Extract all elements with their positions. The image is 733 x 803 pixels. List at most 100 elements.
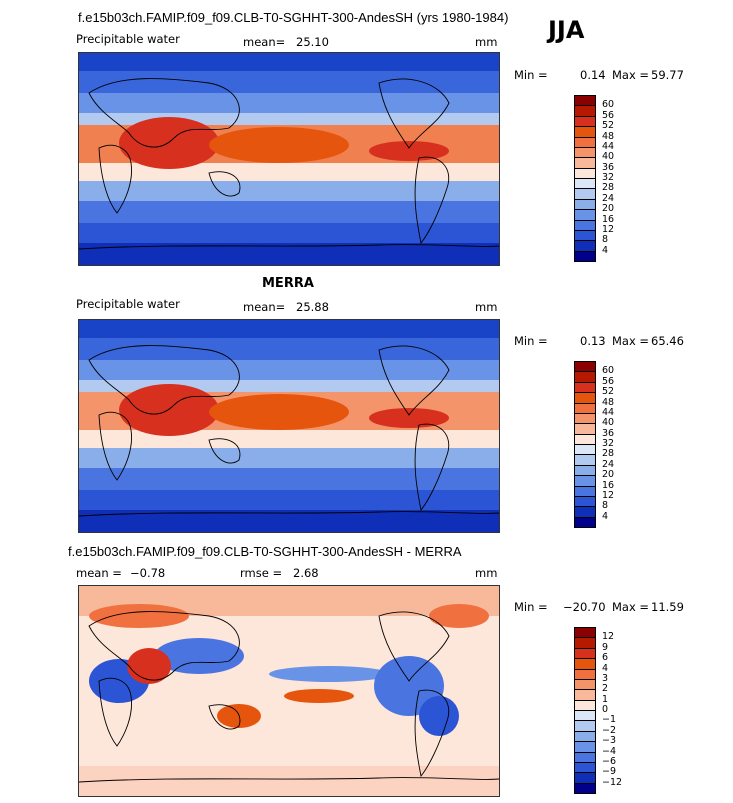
field-band <box>79 338 499 360</box>
panel3-colorbar-tick-label: −9 <box>602 766 617 778</box>
panel3-max-label: Max = <box>612 600 650 614</box>
panel1-mean-value: 25.10 <box>296 35 329 49</box>
panel1-map <box>78 52 500 266</box>
coastline <box>79 244 499 250</box>
panel2-colorbar-tick-label: 56 <box>602 375 615 387</box>
panel3-colorbar-tick-label: 4 <box>602 662 609 674</box>
panel3-units: mm <box>475 566 498 580</box>
field-band <box>79 93 499 113</box>
field-band <box>79 468 499 490</box>
panel1-colorbar-tick-label: 4 <box>602 244 609 256</box>
panel3-colorbar-tick-label: 3 <box>602 672 609 684</box>
wet-anomaly <box>429 604 489 628</box>
panel2-heading: MERRA <box>262 276 314 291</box>
warm-pool <box>119 117 219 169</box>
panel1-colorbar-tick-label: 32 <box>602 172 615 183</box>
warm-pool <box>209 127 349 163</box>
panel3-colorbar-tick-label: 1 <box>602 693 609 705</box>
panel1-max-value: 59.77 <box>651 68 684 82</box>
panel1-colorbar-tick-label: 24 <box>602 192 615 204</box>
panel1-colorbar: 60 56 52 48 44 40 36 32 28 24 20 16 12 8 4 <box>574 95 634 262</box>
dry-anomaly <box>269 666 389 682</box>
coastline <box>414 689 450 778</box>
panel1-min-value: 0.14 <box>580 68 606 82</box>
panel2-colorbar-tick-label: 4 <box>602 510 609 522</box>
panel1-colorbar-tick-label: 36 <box>602 161 615 173</box>
panel1-min-label: Min = <box>514 68 548 82</box>
field-band <box>79 766 499 796</box>
panel2-colorbar-tick-label: 60 <box>602 365 615 377</box>
panel3-colorbar-tick-label: 9 <box>602 641 609 653</box>
panel1-units: mm <box>475 35 498 49</box>
panel3-min-value: −20.70 <box>563 600 606 614</box>
field-band <box>79 71 499 93</box>
warm-pool <box>369 141 449 161</box>
coastline <box>79 777 499 783</box>
panel2-colorbar-tick-label: 36 <box>602 427 615 439</box>
wet-anomaly <box>284 689 354 703</box>
panel2-variable: Precipitable water <box>76 297 180 311</box>
panel1-colorbar-tick-label: 48 <box>602 130 615 142</box>
panel2-mean-label: mean= <box>243 300 286 314</box>
panel1-colorbar-tick-label: 60 <box>602 99 615 111</box>
field-band <box>79 53 499 71</box>
field-band <box>79 430 499 448</box>
panel2-colorbar-tick-label: 52 <box>602 386 615 398</box>
coastline <box>79 511 499 517</box>
panel3-colorbar-tick-label: −2 <box>602 724 617 736</box>
panel1-colorbar-tick-label: 8 <box>602 234 609 246</box>
panel3-colorbar-tick-label: −6 <box>602 755 617 767</box>
warm-pool <box>369 408 449 428</box>
wet-anomaly <box>127 648 171 684</box>
panel3-mean-label: mean = <box>76 566 122 580</box>
dry-anomaly <box>154 638 244 674</box>
panel2-colorbar-tick-label: 40 <box>602 417 615 429</box>
field-band <box>79 448 499 468</box>
panel3-max-value: 11.59 <box>651 600 684 614</box>
panel2-colorbar-tick-label: 8 <box>602 500 609 512</box>
panel3-colorbar-tick-label: −3 <box>602 735 617 747</box>
panel1-mean-label: mean= <box>243 35 286 49</box>
coastline <box>88 345 240 415</box>
panel3-heading: f.e15b03ch.FAMIP.f09_f09.CLB-T0-SGHHT-30… <box>68 544 462 559</box>
panel3-map <box>78 585 500 797</box>
panel1-colorbar-tick-label: 16 <box>602 213 615 225</box>
coastline <box>208 704 241 730</box>
panel3-colorbar-tick-label: 6 <box>602 652 609 664</box>
panel2-map <box>78 319 500 533</box>
coastline <box>98 677 132 747</box>
panel1-colorbar-tick-label: 44 <box>602 140 615 152</box>
panel2-mean-value: 25.88 <box>296 300 329 314</box>
panel1-colorbar-tick-label: 40 <box>602 151 615 163</box>
panel2-units: mm <box>475 300 498 314</box>
panel3-colorbar-tick-label: 2 <box>602 683 609 695</box>
panel1-colorbar-tick-label: 52 <box>602 120 615 132</box>
panel2-min-value: 0.13 <box>580 334 606 348</box>
field-band <box>79 320 499 338</box>
coastline <box>98 411 132 481</box>
panel3-colorbar-tick-label: 12 <box>602 631 615 643</box>
panel1-colorbar-tick-label: 12 <box>602 223 615 235</box>
coastline <box>414 423 450 512</box>
panel2-max-value: 65.46 <box>651 334 684 348</box>
field-band <box>79 163 499 181</box>
panel1-colorbar-tick-label: 20 <box>602 203 615 215</box>
panel2-max-label: Max = <box>612 334 650 348</box>
coastline <box>414 156 450 245</box>
panel1-colorbar-tick-label: 56 <box>602 109 615 121</box>
wet-anomaly <box>89 604 189 628</box>
panel2-colorbar-swatch <box>574 516 596 528</box>
panel2-colorbar-tick-label: 20 <box>602 469 615 481</box>
panel1-colorbar-swatch <box>574 250 596 262</box>
dry-anomaly <box>419 696 459 736</box>
panel3-rmse-label: rmse = <box>240 566 283 580</box>
panel3-min-label: Min = <box>514 600 548 614</box>
field-band <box>79 181 499 201</box>
coastline <box>378 78 450 149</box>
panel3-colorbar-swatch <box>574 782 596 794</box>
panel2-colorbar-tick-label: 28 <box>602 448 615 460</box>
coastline <box>98 144 132 214</box>
panel3-colorbar-tick-label: −1 <box>602 714 617 726</box>
coastline <box>378 345 450 416</box>
panel2-colorbar-tick-label: 12 <box>602 489 615 501</box>
